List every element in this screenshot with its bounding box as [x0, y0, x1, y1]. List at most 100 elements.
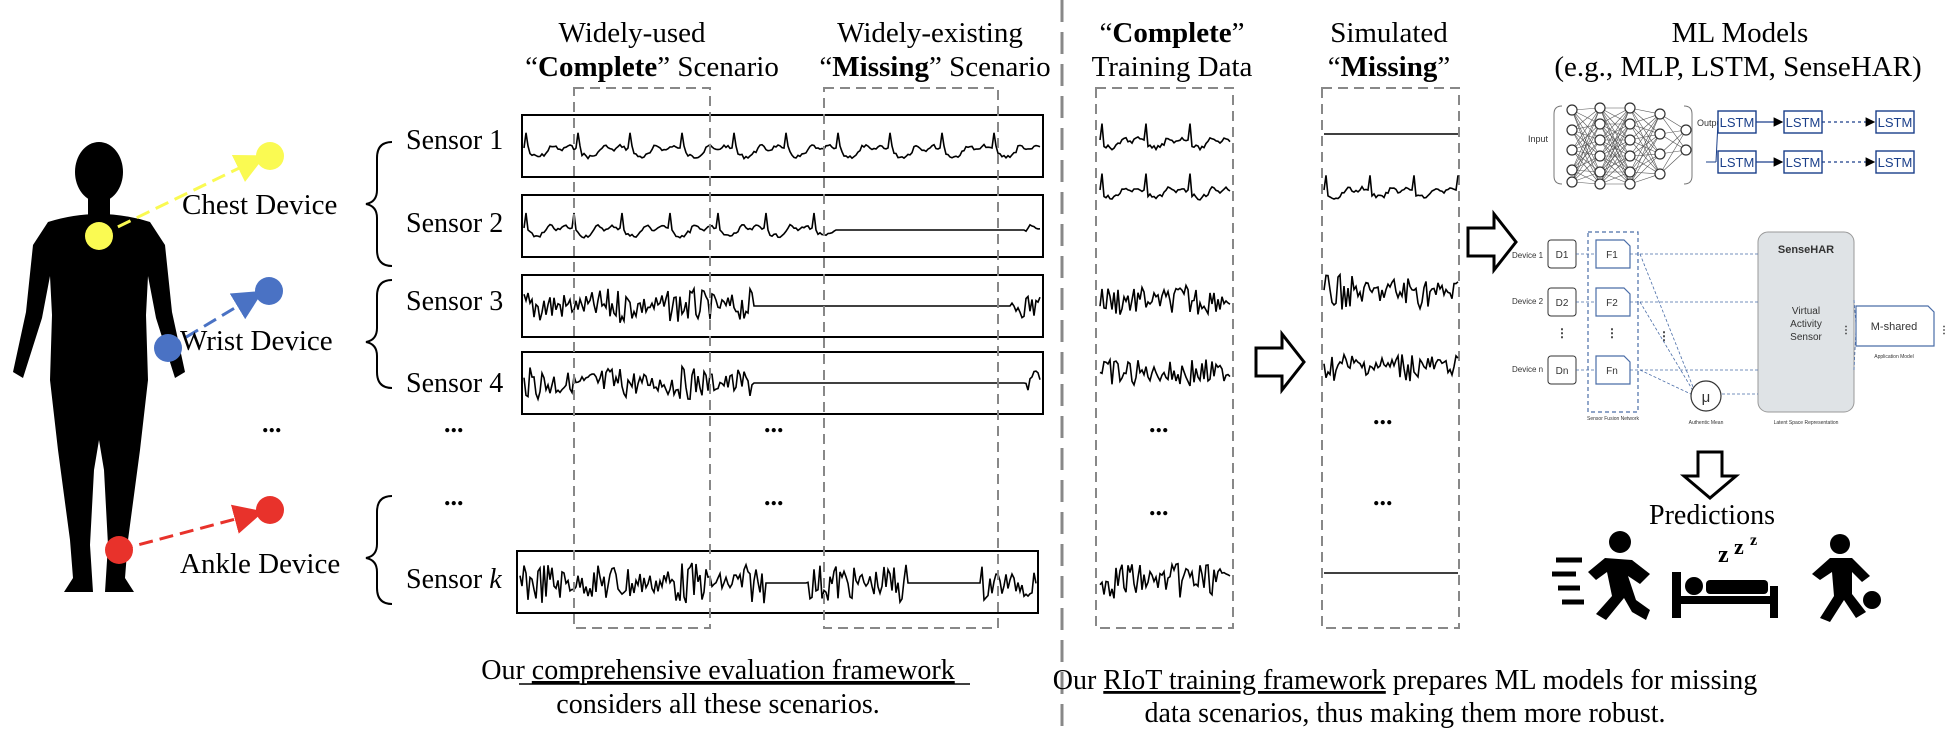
sensor-k-trace: [519, 562, 1037, 605]
sleeping-icon: z z z: [1672, 532, 1778, 618]
train-trace-3: [1099, 283, 1231, 317]
left-caption-line2: considers all these scenarios.: [556, 689, 879, 720]
sensor-1-trace: [523, 132, 1041, 160]
latent-vertical-ellipsis: ⋮: [1658, 329, 1670, 343]
lstm-cell-label: LSTM: [1786, 155, 1821, 170]
sensor-ellipsis-1: ...: [444, 409, 464, 438]
missing-trace-3: [1323, 272, 1459, 312]
missing-scenario-line1: Widely-existing: [837, 17, 1023, 49]
sensor-ellipsis-2: ...: [444, 482, 464, 511]
svg-text:⋮: ⋮: [1939, 325, 1949, 336]
mlp-diagram: Input Output: [1528, 102, 1725, 190]
simulated-missing-line2: “Missing”: [1328, 51, 1450, 83]
lstm-cell-label: LSTM: [1720, 155, 1755, 170]
basketball-icon: [1812, 534, 1881, 622]
mlp-output-label: Output: [1697, 118, 1725, 128]
ml-models-line1: ML Models: [1672, 17, 1809, 49]
missing-scenario-line2: “Missing” Scenario: [819, 51, 1050, 83]
left-caption-line1: Our comprehensive evaluation framework: [481, 655, 955, 686]
device-n-label: Device n: [1512, 365, 1543, 374]
dn-box: Dn: [1556, 366, 1569, 377]
fn-box: Fn: [1606, 366, 1618, 377]
signal-ellipsis-1: ...: [764, 409, 784, 438]
missing-ellipsis-1: ...: [1373, 401, 1393, 430]
complete-scenario-line1: Widely-used: [558, 17, 706, 49]
ankle-device-marker: [105, 496, 284, 564]
arrow-to-models-icon: [1466, 209, 1518, 275]
train-trace-4: [1099, 356, 1231, 388]
wrist-device-label: Wrist Device: [180, 325, 333, 357]
training-ellipsis-1: ...: [1149, 409, 1169, 438]
svg-text:z: z: [1734, 534, 1744, 559]
sensor-4-trace: [523, 364, 1041, 402]
sensor-2-label: Sensor 2: [406, 208, 503, 239]
sensor-2-trace: [523, 212, 1041, 239]
svg-text:z: z: [1718, 542, 1729, 568]
authentic-mean-label: Authentic Mean: [1689, 420, 1724, 426]
virtual-activity-line1: Virtual: [1792, 306, 1820, 317]
virtual-activity-line3: Sensor: [1790, 332, 1822, 343]
arrow-to-missing-icon: [1254, 329, 1306, 395]
ankle-device-label: Ankle Device: [180, 548, 340, 580]
f2-box: F2: [1606, 298, 1618, 309]
predictions-label: Predictions: [1649, 500, 1775, 531]
lstm-cell: [1875, 110, 1915, 134]
svg-text:⋮: ⋮: [1841, 325, 1851, 336]
sensor-k-label: Sensor k: [406, 564, 502, 595]
sensor-fusion-label: Sensor Fusion Network: [1587, 416, 1639, 422]
sensor-3-trace: [523, 285, 1041, 325]
right-caption-line2: data scenarios, thus making them more ro…: [1145, 698, 1666, 729]
complete-scenario-line2: “Complete” Scenario: [525, 51, 779, 83]
f1-box: F1: [1606, 250, 1618, 261]
mlp-input-label: Input: [1528, 134, 1549, 144]
training-signal-traces: [1099, 123, 1459, 599]
sensehar-title: SenseHAR: [1778, 244, 1834, 256]
sensehar-diagram: SenseHAR Virtual Activity Sensor Device …: [1512, 231, 1949, 426]
virtual-activity-line2: Activity: [1790, 319, 1822, 330]
d1-box: D1: [1556, 250, 1569, 261]
application-model-label: Application Model: [1874, 354, 1913, 360]
missing-trace-4: [1323, 352, 1459, 382]
device-ellipsis: ...: [262, 409, 282, 438]
complete-training-line2: Training Data: [1092, 51, 1253, 83]
right-caption-line1: Our RIoT training framework prepares ML …: [1053, 665, 1758, 696]
wrist-device-marker: [154, 277, 283, 362]
train-trace-2: [1099, 173, 1231, 201]
device-2-label: Device 2: [1512, 297, 1544, 306]
lstm-cell-label: LSTM: [1878, 155, 1913, 170]
training-frames: [1095, 87, 1460, 629]
sensor-1-label: Sensor 1: [406, 125, 503, 156]
mshared-box: M-shared: [1871, 321, 1917, 333]
sensor-signal-boxes: [516, 114, 1044, 614]
lstm-cell: [1875, 150, 1915, 174]
train-trace-1: [1099, 123, 1231, 152]
sensor-3-label: Sensor 3: [406, 286, 503, 317]
d2-box: D2: [1556, 298, 1569, 309]
lstm-cell-label: LSTM: [1878, 115, 1913, 130]
training-ellipsis-2: ...: [1149, 492, 1169, 521]
lstm-cell-label: LSTM: [1786, 115, 1821, 130]
sensor-4-label: Sensor 4: [406, 368, 503, 399]
lstm-diagram: LSTM LSTM LSTM LSTM LSTM LSTM: [1706, 110, 1915, 174]
complete-training-line1: “Complete”: [1100, 17, 1245, 49]
human-silhouette: [13, 142, 185, 592]
fusion-vertical-ellipsis: ⋮: [1606, 326, 1618, 340]
svg-text:z: z: [1750, 532, 1757, 549]
device-vertical-ellipsis: ⋮: [1556, 326, 1568, 340]
arrow-to-predictions-icon: [1679, 450, 1741, 500]
latent-space-label: Latent Space Representation: [1774, 420, 1839, 426]
train-trace-k: [1099, 561, 1231, 599]
lstm-cell-label: LSTM: [1720, 115, 1755, 130]
signal-ellipsis-2: ...: [764, 482, 784, 511]
device-braces: [365, 141, 393, 605]
missing-ellipsis-2: ...: [1373, 482, 1393, 511]
device-1-label: Device 1: [1512, 251, 1544, 260]
missing-trace-2: [1323, 175, 1459, 200]
chest-device-label: Chest Device: [182, 189, 337, 221]
running-icon: [1552, 531, 1650, 620]
sensor-signal-traces: [519, 132, 1041, 605]
chest-device-marker: [85, 142, 284, 250]
simulated-missing-line1: Simulated: [1330, 17, 1448, 49]
mu-node: μ: [1702, 389, 1711, 406]
ml-models-line2: (e.g., MLP, LSTM, SenseHAR): [1554, 51, 1921, 83]
